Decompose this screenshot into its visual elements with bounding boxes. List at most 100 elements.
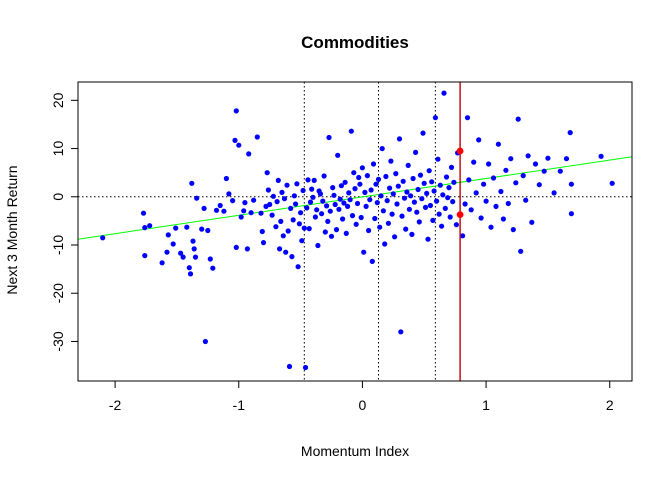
data-point: [389, 211, 395, 217]
data-point: [406, 206, 412, 212]
y-tick-label: 0: [50, 193, 66, 201]
data-point: [420, 130, 426, 136]
data-point: [375, 176, 382, 182]
data-point: [267, 201, 273, 208]
data-point: [385, 220, 391, 226]
data-point: [187, 271, 194, 277]
data-point: [317, 191, 323, 197]
data-point: [298, 210, 304, 216]
data-point: [442, 205, 448, 211]
data-point: [378, 193, 384, 199]
data-point: [259, 228, 265, 235]
data-point: [265, 187, 271, 193]
data-point: [510, 227, 516, 233]
data-point: [439, 223, 445, 229]
data-point: [432, 115, 438, 121]
data-point: [324, 203, 330, 209]
data-point: [294, 181, 300, 187]
data-point: [202, 338, 208, 345]
highlight-points: [456, 147, 464, 219]
data-point: [505, 200, 511, 207]
data-point: [325, 218, 331, 224]
data-point: [453, 222, 459, 228]
data-point: [476, 137, 482, 143]
data-point: [401, 195, 408, 201]
reference-lines: [78, 82, 632, 381]
data-point: [364, 173, 370, 179]
data-point: [337, 196, 343, 202]
data-point: [340, 216, 346, 222]
data-point: [422, 204, 429, 210]
plot-frame: [77, 81, 633, 382]
data-point: [307, 199, 314, 205]
data-point: [447, 214, 453, 220]
data-point: [238, 214, 244, 220]
x-tick-label: 0: [359, 397, 367, 413]
data-point: [520, 173, 526, 179]
y-tick-label: -30: [50, 331, 66, 351]
data-point: [302, 364, 309, 371]
data-point: [488, 224, 494, 230]
data-point: [207, 256, 213, 262]
data-point: [368, 187, 374, 193]
data-point: [414, 209, 420, 215]
data-point: [269, 212, 275, 218]
data-point: [424, 190, 430, 196]
data-point: [532, 161, 539, 167]
data-point: [338, 183, 344, 189]
data-point: [191, 246, 197, 252]
data-point: [394, 201, 400, 207]
data-point: [346, 190, 352, 196]
data-point: [536, 182, 542, 188]
data-point: [413, 149, 419, 155]
data-point: [233, 244, 239, 250]
highlight-point: [456, 211, 464, 219]
data-point: [382, 241, 388, 247]
y-tick-label: -20: [50, 283, 66, 303]
data-point: [462, 201, 468, 207]
chart-title: Commodities: [301, 33, 409, 52]
data-point: [314, 207, 320, 213]
data-point: [322, 229, 328, 235]
data-point: [395, 183, 401, 189]
data-point: [450, 199, 456, 205]
data-point: [370, 161, 377, 167]
data-point: [299, 238, 305, 244]
data-point: [351, 170, 357, 176]
data-point: [446, 185, 452, 191]
data-point: [429, 179, 435, 185]
data-point: [357, 181, 363, 187]
data-point: [431, 188, 437, 194]
data-point: [342, 179, 348, 185]
data-point: [284, 182, 290, 188]
data-point: [164, 249, 170, 255]
data-point: [437, 182, 443, 188]
y-tick-label: 10: [50, 141, 66, 157]
data-point: [331, 192, 337, 198]
y-axis: -30 -20 -10 0 10 20: [50, 92, 78, 352]
x-tick-label: 2: [606, 397, 614, 413]
data-point: [523, 197, 529, 203]
data-point: [362, 189, 368, 195]
data-point: [279, 189, 285, 195]
data-point: [513, 180, 519, 186]
data-point: [396, 136, 403, 142]
data-point: [306, 226, 312, 232]
data-point: [100, 235, 106, 241]
data-point: [372, 215, 378, 222]
data-point: [192, 254, 199, 260]
data-point: [180, 254, 186, 260]
data-point: [295, 264, 301, 270]
data-point: [419, 196, 425, 202]
data-point: [201, 205, 207, 211]
data-point: [443, 174, 450, 180]
data-point: [241, 208, 247, 214]
data-point: [473, 190, 479, 196]
data-point: [280, 233, 286, 239]
data-point: [264, 170, 270, 176]
data-point: [286, 363, 293, 370]
data-point: [290, 217, 296, 223]
data-point: [254, 134, 260, 140]
data-point: [289, 254, 295, 260]
